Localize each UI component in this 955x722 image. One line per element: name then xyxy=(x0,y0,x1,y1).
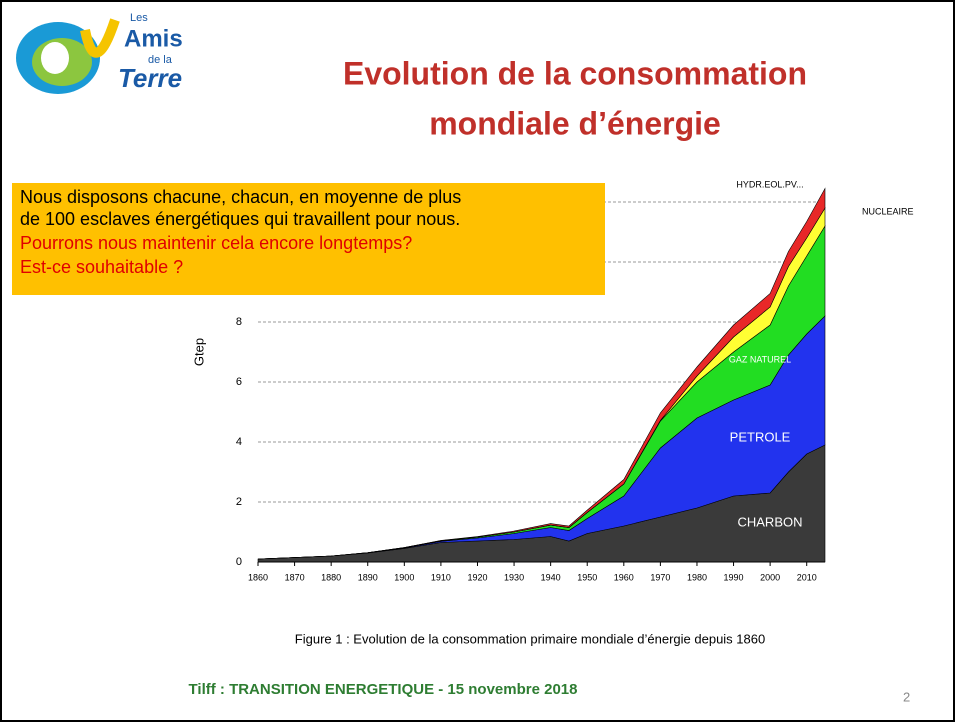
y-tick-label: 4 xyxy=(236,436,242,448)
footer: Tilff : TRANSITION ENERGETIQUE - 15 nove… xyxy=(189,681,578,698)
y-tick-label: 2 xyxy=(236,496,242,508)
y-axis-label: Gtep xyxy=(191,338,206,366)
x-tick-label: 1950 xyxy=(577,572,597,582)
series-label: PETROLE xyxy=(730,429,791,444)
x-tick-label: 1920 xyxy=(467,572,487,582)
figure-caption: Figure 1 : Evolution de la consommation … xyxy=(295,631,765,646)
slide-title: Evolution de la consommation xyxy=(343,55,807,91)
x-tick-label: 2000 xyxy=(760,572,780,582)
y-tick-label: 6 xyxy=(236,376,242,388)
x-tick-label: 1980 xyxy=(687,572,707,582)
x-tick-label: 1880 xyxy=(321,572,341,582)
slide-title: mondiale d’énergie xyxy=(429,105,721,141)
x-tick-label: 1890 xyxy=(358,572,378,582)
x-tick-label: 1910 xyxy=(431,572,451,582)
logo-text: de la xyxy=(148,54,173,66)
logo-text: Terre xyxy=(118,63,182,93)
logo: Les Amis de la Terre xyxy=(16,12,183,94)
logo-yellow xyxy=(80,18,120,58)
x-tick-label: 1970 xyxy=(650,572,670,582)
note-text: de 100 esclaves énergétiques qui travail… xyxy=(20,209,460,229)
logo-text: Les xyxy=(130,12,148,24)
note-text: Est-ce souhaitable ? xyxy=(20,257,183,277)
x-tick-label: 1940 xyxy=(541,572,561,582)
series-label: HYDR.EOL.PV... xyxy=(736,179,803,189)
x-tick-label: 1900 xyxy=(394,572,414,582)
chart: Gtep 024681012CHARBONPETROLEGAZ NATURELN… xyxy=(191,179,913,582)
logo-white xyxy=(41,42,69,74)
note-box xyxy=(12,183,605,295)
note-text: Pourrons nous maintenir cela encore long… xyxy=(20,233,412,253)
x-tick-label: 1870 xyxy=(285,572,305,582)
x-tick-label: 1990 xyxy=(724,572,744,582)
x-tick-label: 1930 xyxy=(504,572,524,582)
series-label: CHARBON xyxy=(737,514,802,529)
logo-text: Amis xyxy=(124,25,183,52)
area xyxy=(257,187,826,560)
series-label: NUCLEAIRE xyxy=(862,206,914,216)
page-number: 2 xyxy=(903,689,910,704)
series-label: GAZ NATUREL xyxy=(729,354,791,364)
note-text: Nous disposons chacune, chacun, en moyen… xyxy=(20,187,461,207)
x-tick-label: 1860 xyxy=(248,572,268,582)
y-tick-label: 8 xyxy=(236,316,242,328)
y-tick-label: 0 xyxy=(236,556,242,568)
x-tick-label: 2010 xyxy=(797,572,817,582)
x-tick-label: 1960 xyxy=(614,572,634,582)
